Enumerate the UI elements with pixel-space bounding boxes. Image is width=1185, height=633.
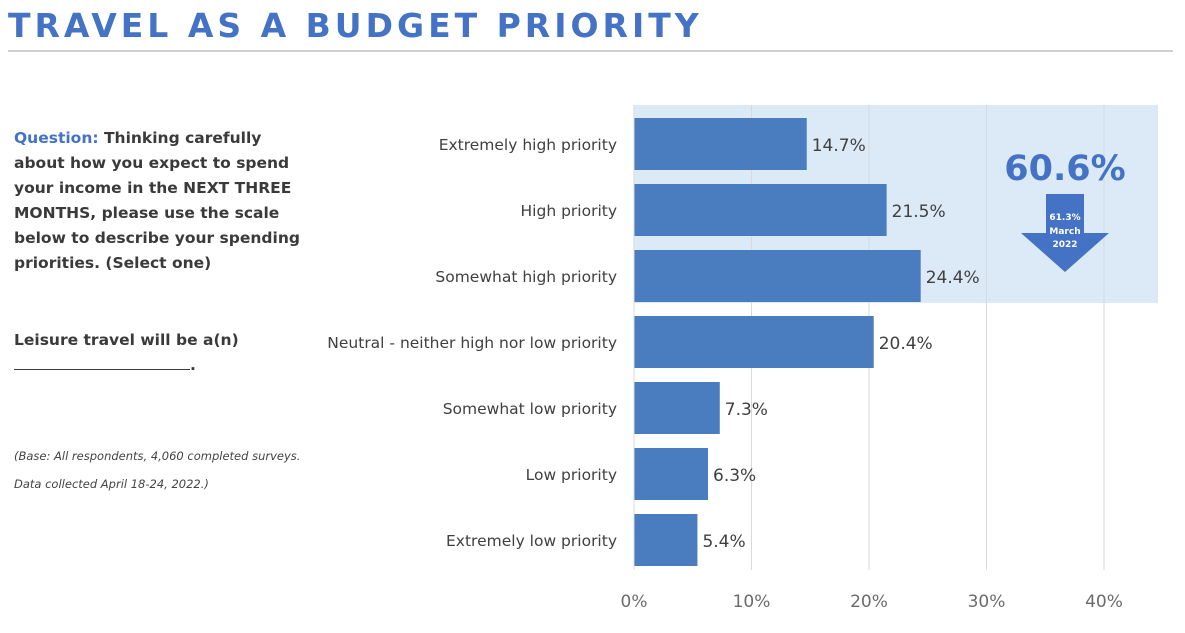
category-label-3: Somewhat high priority [435, 268, 617, 286]
question-body: Thinking carefully about how you expect … [14, 129, 300, 272]
value-label-3: 24.4% [926, 268, 980, 288]
callout-previous-month: March [1049, 227, 1080, 237]
down-arrow-icon [1021, 194, 1109, 272]
x-tick-label-0: 0% [621, 592, 648, 612]
bar-3 [634, 250, 921, 302]
question-label: Question: [14, 129, 99, 147]
category-label-6: Low priority [526, 466, 617, 484]
category-label-4: Neutral - neither high nor low priority [327, 334, 617, 352]
bar-4 [634, 316, 874, 368]
category-label-7: Extremely low priority [446, 532, 617, 550]
category-label-5: Somewhat low priority [443, 400, 617, 418]
value-label-2: 21.5% [892, 202, 946, 222]
bar-6 [634, 448, 709, 500]
value-label-6: 6.3% [713, 466, 756, 486]
bar-7 [634, 514, 698, 566]
x-tick-label-20: 20% [850, 592, 888, 612]
page-title: TRAVEL AS A BUDGET PRIORITY [8, 6, 703, 45]
leisure-prompt-text: Leisure travel will be a(n) [14, 331, 239, 349]
question-text: Question: Thinking carefully about how y… [14, 126, 304, 276]
value-label-5: 7.3% [725, 400, 768, 420]
base-note: (Base: All respondents, 4,060 completed … [14, 442, 334, 498]
callout-previous-value: 61.3% [1049, 213, 1080, 223]
x-tick-label-40: 40% [1085, 592, 1123, 612]
base-note-line-2: Data collected April 18-24, 2022.) [14, 477, 209, 491]
answer-blank [14, 355, 190, 370]
title-divider [8, 50, 1173, 52]
value-label-7: 5.4% [702, 532, 745, 552]
bar-5 [634, 382, 720, 434]
category-label-2: High priority [521, 202, 617, 220]
callout-total: 60.6% [1004, 149, 1125, 189]
leisure-prompt: Leisure travel will be a(n) . [14, 328, 304, 378]
callout-previous-year: 2022 [1052, 240, 1077, 250]
x-tick-label-30: 30% [968, 592, 1006, 612]
bar-2 [634, 184, 887, 236]
base-note-line-1: (Base: All respondents, 4,060 completed … [14, 449, 301, 463]
prompt-period: . [190, 356, 196, 374]
category-label-1: Extremely high priority [439, 136, 617, 154]
x-tick-label-10: 10% [733, 592, 771, 612]
value-label-4: 20.4% [879, 334, 933, 354]
bar-1 [634, 118, 807, 170]
value-label-1: 14.7% [812, 136, 866, 156]
